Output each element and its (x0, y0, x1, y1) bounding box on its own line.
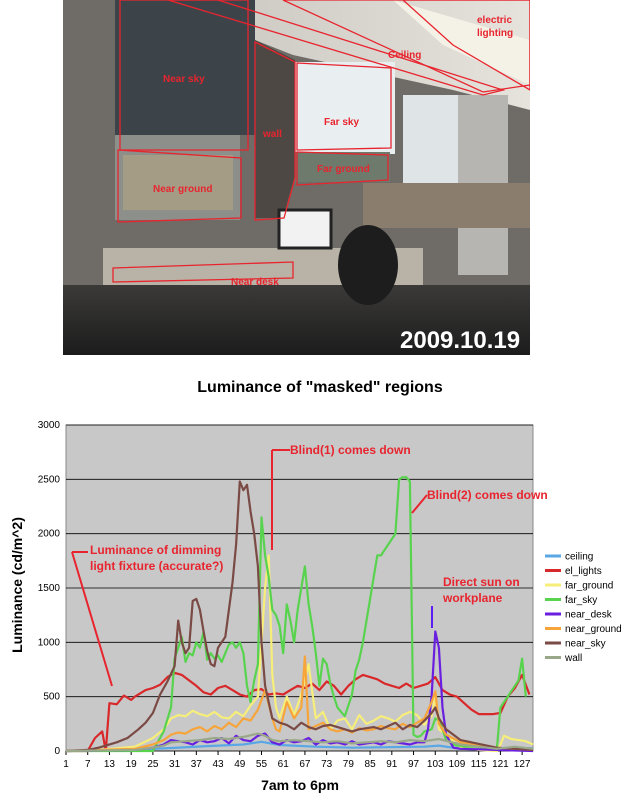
office-photo-svg: Near sky wall Far sky Ceiling electric l… (63, 0, 530, 355)
x-tick-label: 13 (104, 759, 116, 770)
floor (63, 285, 530, 355)
series-line-el-lights (66, 671, 531, 753)
series-line-far-sky (66, 476, 527, 753)
x-tick-label: 43 (212, 759, 224, 770)
x-tick-label: 19 (126, 759, 138, 770)
y-tick-label: 1500 (38, 583, 61, 594)
chair (338, 225, 398, 305)
legend-label-wall: wall (564, 653, 582, 664)
label-far-sky: Far sky (324, 117, 359, 128)
label-electric: electric (477, 15, 512, 26)
x-tick-label: 109 (449, 759, 466, 770)
far-window (403, 95, 458, 185)
y-tick-label: 0 (54, 746, 60, 757)
x-axis-ticks: 1 7 13 19 25 31 37 43 49 55 61 67 73 79 85 91 97 103 109 11… (63, 751, 531, 770)
x-tick-label: 55 (256, 759, 268, 770)
annotation-dimming-line-b (71, 551, 113, 687)
x-tick-label: 37 (191, 759, 203, 770)
x-tick-label: 73 (321, 759, 333, 770)
annotation-sun-2: workplane (442, 591, 503, 605)
label-near-sky: Near sky (163, 74, 205, 85)
ceiling-outline-2 (282, 0, 530, 93)
near-sky-outline (119, 0, 249, 151)
label-lighting: lighting (477, 28, 513, 39)
label-near-ground: Near ground (153, 184, 212, 195)
ceiling-outline (167, 0, 506, 96)
series-lines (65, 476, 534, 753)
legend-label-near-sky: near_sky (565, 639, 606, 650)
annotation-blind1: Blind(1) comes down (290, 443, 411, 457)
y-axis-label: Luminance (cd/m^2) (9, 517, 25, 653)
monitor (277, 208, 333, 250)
shelf (363, 183, 530, 228)
series-line-near-sky (65, 480, 534, 753)
legend-label-near-desk: near_desk (565, 610, 613, 621)
date-stamp: 2009.10.19 (400, 327, 520, 354)
x-tick-label: 79 (343, 759, 355, 770)
x-tick-label: 31 (169, 759, 181, 770)
chart-title: Luminance of "masked" regions (197, 379, 443, 396)
legend-label-el-lights: el_lights (565, 566, 602, 577)
label-ceiling: Ceiling (388, 50, 421, 61)
x-tick-label: 121 (492, 759, 509, 770)
x-tick-label: 67 (299, 759, 311, 770)
y-axis-ticks: 0 500 1000 1500 2000 2500 3000 (38, 420, 61, 757)
x-tick-label: 1 (63, 759, 69, 770)
x-tick-label: 85 (365, 759, 377, 770)
legend-label-ceiling: ceiling (565, 552, 593, 563)
near-ground-outline (117, 149, 242, 223)
x-tick-label: 49 (234, 759, 246, 770)
annotation-dimming-1: Luminance of dimming (90, 543, 221, 557)
annotations: Blind(1) comes down Blind(2) comes down … (71, 443, 548, 687)
label-wall: wall (262, 129, 282, 140)
far-sky-outline (296, 62, 392, 151)
y-tick-label: 1000 (38, 637, 61, 648)
x-tick-label: 25 (147, 759, 159, 770)
region-outlines (112, 0, 530, 283)
x-tick-label: 127 (514, 759, 531, 770)
y-tick-label: 2000 (38, 529, 61, 540)
y-tick-label: 500 (43, 692, 60, 703)
far-ground-outline (296, 151, 389, 186)
legend-label-far-sky: far_sky (565, 595, 597, 606)
far-ground-view (295, 152, 390, 182)
near-sky-blind (115, 0, 255, 135)
x-tick-label: 61 (278, 759, 290, 770)
label-far-ground: Far ground (317, 164, 370, 175)
legend: ceiling el_lights far_ground far_sky near_de… (545, 552, 622, 664)
luminance-chart: Luminance of "masked" regions 0 500 1000 15… (0, 370, 641, 800)
x-axis-label: 7am to 6pm (261, 777, 339, 793)
annotation-blind2: Blind(2) comes down (427, 488, 548, 502)
annotation-sun-1: Direct sun on (443, 575, 520, 589)
series-line-near-ground (65, 655, 534, 753)
y-tick-label: 2500 (38, 474, 61, 485)
series-line-wall (65, 732, 534, 753)
x-tick-label: 103 (427, 759, 444, 770)
x-tick-label: 97 (408, 759, 420, 770)
wall-outline (254, 40, 296, 221)
x-tick-label: 91 (386, 759, 398, 770)
annotation-blind2-line (411, 494, 428, 514)
annotation-dimming-2: light fixture (accurate?) (90, 559, 223, 573)
city-view (123, 155, 233, 210)
luminance-chart-svg: Luminance of "masked" regions 0500100015… (9, 379, 622, 793)
series-line-far-ground (65, 554, 534, 753)
office-photo: Near sky wall Far sky Ceiling electric l… (63, 0, 530, 355)
label-near-desk: Near desk (231, 277, 279, 288)
electric-lighting-outline (402, 0, 530, 91)
legend-label-far-ground: far_ground (565, 581, 613, 592)
y-tick-label: 3000 (38, 420, 61, 431)
legend-label-near-ground: near_ground (565, 624, 622, 635)
near-desk-outline (112, 261, 294, 283)
x-tick-label: 115 (471, 759, 487, 770)
x-tick-label: 7 (85, 759, 91, 770)
wall-surface (255, 40, 295, 218)
far-sky-view (295, 62, 395, 154)
